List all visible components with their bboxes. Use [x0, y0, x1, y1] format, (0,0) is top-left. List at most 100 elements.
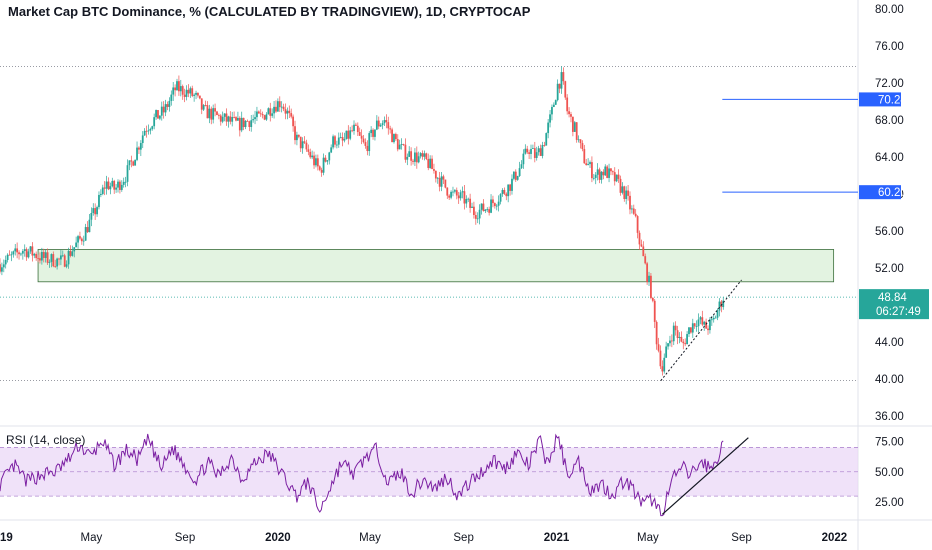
- candle: [238, 116, 241, 137]
- candle-body: [10, 254, 13, 256]
- candle: [471, 202, 473, 208]
- candle-body: [549, 114, 551, 123]
- candle-body: [2, 264, 5, 268]
- candle-body: [94, 208, 97, 215]
- candle: [2, 259, 5, 273]
- candle-body: [46, 252, 49, 263]
- candle: [492, 195, 494, 208]
- candle-body: [514, 171, 517, 180]
- candle: [200, 98, 203, 115]
- candle: [577, 135, 580, 143]
- candle-body: [642, 246, 645, 257]
- candle: [558, 83, 561, 94]
- candle: [604, 164, 607, 177]
- candle-body: [457, 195, 460, 199]
- time-tick-label: Sep: [453, 532, 473, 544]
- candle: [27, 248, 30, 259]
- candle: [372, 128, 374, 140]
- candle-body: [518, 168, 521, 176]
- candle-body: [145, 130, 148, 132]
- candle-body: [440, 176, 443, 187]
- candle-body: [650, 275, 652, 298]
- candle: [720, 300, 723, 313]
- candle-body: [362, 138, 365, 143]
- candle: [375, 115, 378, 131]
- candle: [20, 252, 22, 257]
- candle-body: [14, 248, 17, 252]
- candle: [126, 159, 129, 187]
- candle-body: [82, 240, 85, 242]
- candle-body: [160, 106, 163, 116]
- candle: [370, 126, 373, 138]
- candle: [160, 101, 163, 121]
- candle-body: [613, 172, 616, 182]
- candle: [402, 143, 405, 146]
- candle-body: [560, 72, 563, 89]
- candle-body: [591, 162, 593, 179]
- candle-body: [377, 120, 380, 127]
- candle: [657, 337, 660, 353]
- candle: [699, 316, 702, 325]
- candle-body: [288, 110, 291, 114]
- candle-body: [488, 209, 491, 213]
- candle-body: [446, 187, 449, 196]
- candle: [120, 180, 123, 192]
- candle: [12, 250, 15, 258]
- candle: [138, 146, 140, 154]
- candle: [122, 177, 125, 188]
- candle: [61, 250, 64, 258]
- candle: [334, 135, 336, 148]
- candle: [385, 114, 388, 129]
- candle-body: [122, 181, 125, 185]
- candle: [326, 159, 329, 165]
- candle-body: [703, 321, 706, 325]
- candle: [223, 113, 226, 122]
- candle: [94, 203, 97, 220]
- candle: [271, 108, 274, 118]
- candle-body: [522, 153, 525, 165]
- candle: [286, 107, 289, 120]
- candle-body: [98, 194, 100, 208]
- candle: [606, 164, 609, 179]
- candle: [44, 249, 47, 263]
- candle: [4, 255, 7, 269]
- candle: [187, 84, 190, 98]
- candle: [669, 335, 671, 347]
- price-tick-label: 36.00: [875, 411, 904, 423]
- candle-body: [297, 134, 300, 137]
- candle: [442, 174, 445, 184]
- candle-body: [678, 336, 681, 339]
- candle: [522, 149, 525, 169]
- candle-body: [672, 325, 675, 342]
- candle: [490, 194, 492, 214]
- candle-body: [571, 116, 574, 132]
- candle-body: [212, 108, 215, 120]
- candle: [280, 101, 283, 113]
- candle-body: [469, 198, 472, 208]
- candle-body: [320, 169, 323, 173]
- candle-body: [147, 130, 150, 132]
- candle: [191, 85, 194, 98]
- candle-body: [164, 104, 167, 113]
- candle-body: [316, 158, 319, 167]
- candle: [575, 121, 578, 143]
- candle: [632, 204, 635, 215]
- candle-body: [197, 92, 199, 96]
- candle-body: [343, 138, 346, 141]
- candle-body: [29, 246, 32, 252]
- candle-body: [273, 106, 275, 114]
- candle: [237, 111, 239, 121]
- candle-body: [665, 346, 668, 358]
- candle-body: [48, 261, 51, 263]
- chart-title: Market Cap BTC Dominance, % (CALCULATED …: [8, 4, 531, 19]
- candle: [585, 158, 588, 166]
- candle-body: [0, 264, 1, 272]
- candle: [229, 111, 232, 125]
- candle: [461, 186, 464, 199]
- candle: [56, 257, 58, 270]
- candle: [254, 110, 256, 125]
- candle-body: [364, 142, 367, 146]
- candle: [393, 133, 395, 144]
- candle-body: [476, 218, 479, 220]
- candle: [1, 262, 3, 276]
